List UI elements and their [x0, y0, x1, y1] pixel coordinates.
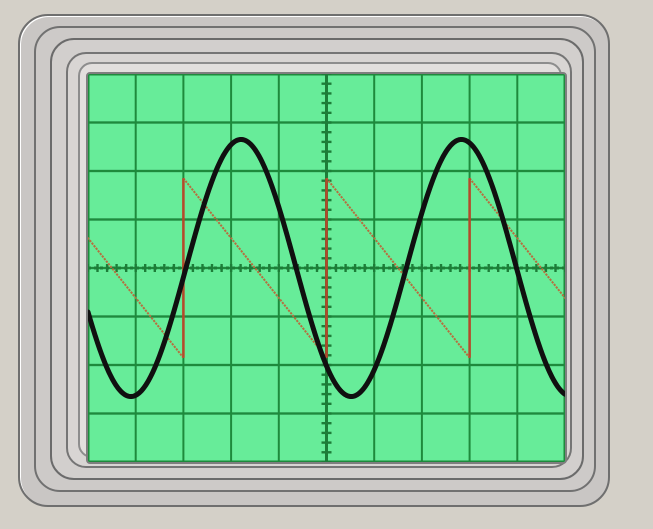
sine-wave-trace — [88, 136, 565, 400]
crt-screen-frame — [86, 72, 567, 464]
waveform-canvas — [88, 74, 565, 462]
crt-screen-icon[interactable] — [88, 74, 565, 462]
sawtooth-wave-trace — [88, 177, 565, 359]
